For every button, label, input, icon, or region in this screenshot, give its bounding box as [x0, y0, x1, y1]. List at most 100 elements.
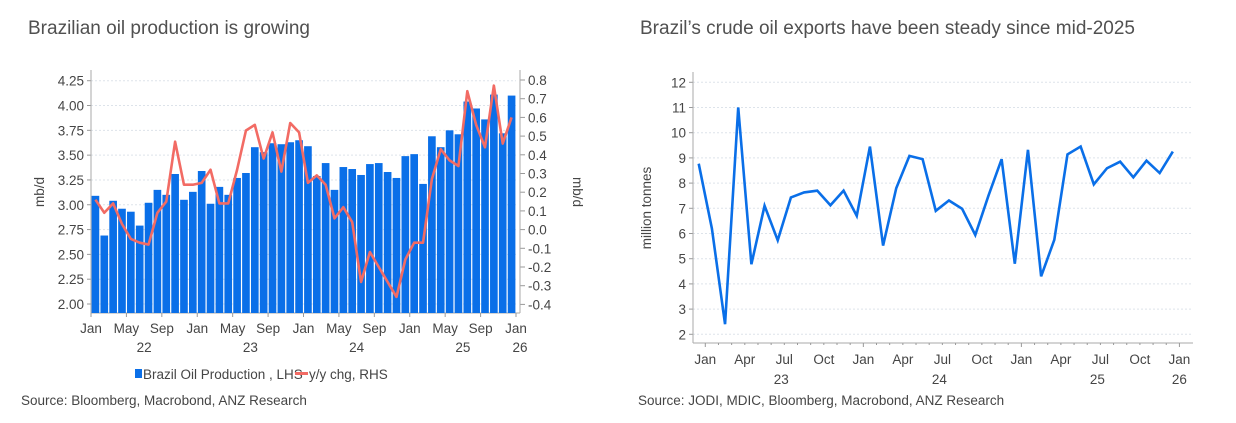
bar-production: [348, 169, 357, 313]
y2-tick-label: 0.0: [528, 223, 547, 238]
bar-production: [233, 177, 241, 313]
x-year-label: 22: [137, 340, 152, 355]
y2-tick-label: -0.3: [528, 279, 551, 294]
bar-production: [463, 101, 472, 313]
x-tick-label: Sep: [256, 321, 280, 336]
bar-production: [180, 199, 188, 313]
bar-production: [454, 134, 463, 313]
y2-tick-label: -0.4: [528, 297, 552, 312]
bar-production: [91, 195, 100, 313]
x-tick-label: Apr: [1050, 352, 1072, 367]
x-tick-label: Sep: [150, 321, 174, 336]
bar-production: [109, 200, 117, 313]
x-year-label: 26: [512, 340, 527, 355]
bar-production: [357, 174, 365, 313]
y2-tick-label: 0.3: [528, 167, 547, 182]
x-tick-label: Jan: [186, 321, 208, 336]
bar-production: [392, 177, 401, 313]
x-tick-label: Sep: [362, 321, 386, 336]
x-tick-label: Jan: [293, 321, 315, 336]
y-tick-label: 2: [678, 327, 686, 342]
bar-production: [428, 136, 436, 313]
bar-production: [197, 171, 206, 313]
x-year-label: 24: [932, 372, 948, 387]
y2-tick-label: 0.2: [528, 185, 547, 200]
chart-title: Brazilian oil production is growing: [28, 18, 310, 39]
bar-production: [383, 172, 392, 313]
y-tick-label: 10: [671, 126, 686, 141]
y-tick-label: 2.75: [58, 223, 84, 238]
y-axis-label: mb/d: [32, 177, 47, 207]
bar-production: [445, 130, 454, 313]
x-tick-label: Jan: [1169, 352, 1191, 367]
y-tick-label: 3.75: [58, 123, 84, 138]
y-axis-label: million tonnes: [639, 166, 654, 249]
bar-production: [277, 144, 286, 313]
bar-production: [507, 95, 516, 313]
y2-tick-label: -0.2: [528, 260, 551, 275]
bar-production: [153, 189, 162, 313]
y2-tick-label: 0.5: [528, 129, 547, 144]
bar-production: [118, 208, 126, 313]
x-tick-label: Apr: [892, 352, 914, 367]
y2-tick-label: -0.1: [528, 241, 551, 256]
bar-production: [312, 175, 321, 313]
y-tick-label: 11: [672, 101, 686, 116]
bar-production: [224, 194, 233, 313]
bar-production: [162, 194, 171, 313]
bar-production: [490, 94, 498, 313]
y-tick-label: 2.50: [58, 247, 84, 262]
bar-production: [295, 140, 303, 313]
y2-tick-label: 0.6: [528, 110, 547, 125]
x-tick-label: Jul: [776, 352, 793, 367]
source-note: Source: Bloomberg, Macrobond, ANZ Resear…: [21, 393, 307, 408]
line-yoy-change: [94, 84, 513, 299]
y-tick-label: 3: [678, 302, 686, 317]
bar-production: [100, 235, 109, 313]
bar-production: [304, 146, 312, 313]
bar-production: [330, 189, 339, 313]
bar-production: [171, 173, 179, 313]
legend-swatch-line: [295, 372, 308, 375]
bar-production: [188, 191, 197, 313]
y2-tick-label: 0.1: [528, 204, 547, 219]
bar-production: [498, 133, 507, 313]
bar-production: [472, 108, 480, 314]
legend-label-production: Brazil Oil Production , LHS: [143, 367, 303, 382]
bar-production: [481, 119, 489, 313]
x-tick-label: May: [432, 321, 458, 336]
bar-production: [242, 172, 250, 313]
y2-tick-label: 0.7: [528, 92, 547, 107]
bar-production: [339, 167, 348, 313]
y-tick-label: 4.00: [58, 99, 84, 114]
bar-production: [144, 202, 153, 313]
x-tick-label: Jan: [852, 352, 874, 367]
y-tick-label: 3.25: [58, 173, 84, 188]
x-tick-label: Jan: [80, 321, 102, 336]
bar-production: [419, 183, 427, 313]
y2-axis-label: mb/d: [570, 177, 585, 207]
x-tick-label: Jan: [694, 352, 716, 367]
x-year-label: 25: [1090, 372, 1105, 387]
bar-production: [268, 143, 277, 313]
x-tick-label: Jan: [505, 321, 527, 336]
x-tick-label: Jan: [399, 321, 421, 336]
x-tick-label: May: [220, 321, 246, 336]
bar-production: [436, 147, 445, 313]
x-year-label: 23: [774, 372, 789, 387]
source-note: Source: JODI, MDIC, Bloomberg, Macrobond…: [638, 393, 1004, 408]
y-tick-label: 3.00: [58, 198, 84, 213]
bar-production: [206, 203, 215, 313]
x-year-label: 23: [243, 340, 258, 355]
y-tick-label: 8: [678, 176, 686, 191]
x-tick-label: Jan: [1010, 352, 1032, 367]
bar-production: [410, 154, 419, 313]
x-tick-label: Apr: [734, 352, 756, 367]
x-tick-label: Jul: [1092, 352, 1109, 367]
y-tick-label: 4.25: [58, 74, 84, 89]
bar-production: [135, 225, 144, 313]
x-tick-label: Oct: [813, 352, 834, 367]
x-year-label: 25: [455, 340, 470, 355]
